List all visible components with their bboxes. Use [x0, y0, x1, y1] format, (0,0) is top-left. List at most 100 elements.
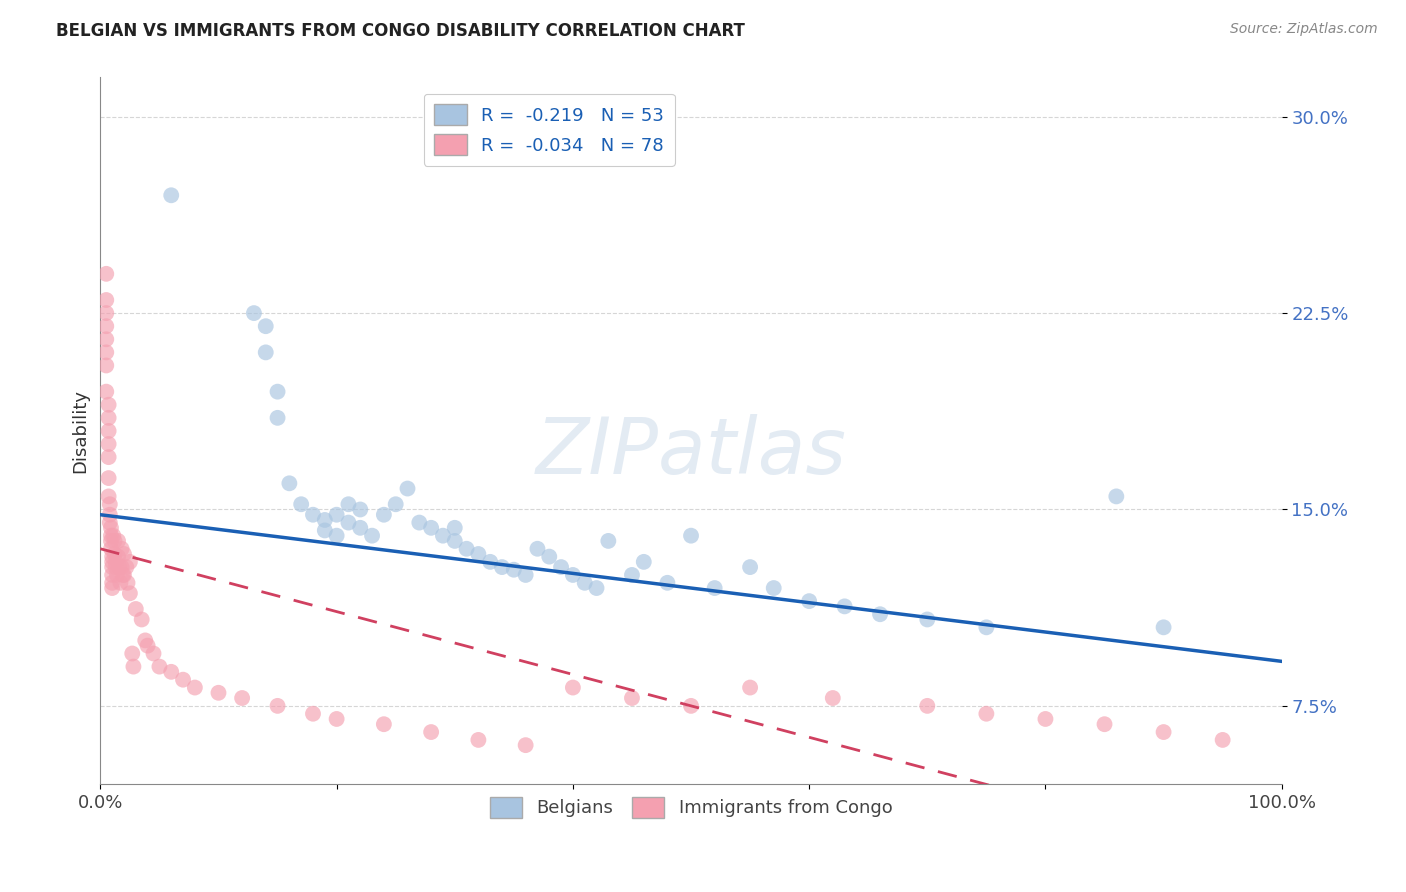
- Point: [443, 521, 465, 535]
- Point: [337, 516, 360, 530]
- Point: [115, 560, 138, 574]
- Point: [620, 568, 643, 582]
- Point: [96, 332, 118, 346]
- Point: [110, 575, 132, 590]
- Point: [97, 489, 120, 503]
- Point: [917, 698, 939, 713]
- Point: [231, 691, 253, 706]
- Point: [105, 568, 128, 582]
- Y-axis label: Disability: Disability: [72, 389, 89, 473]
- Point: [207, 686, 229, 700]
- Point: [254, 345, 277, 359]
- Point: [104, 555, 127, 569]
- Point: [97, 424, 120, 438]
- Point: [314, 513, 336, 527]
- Point: [172, 673, 194, 687]
- Point: [456, 541, 478, 556]
- Point: [337, 497, 360, 511]
- Point: [98, 516, 121, 530]
- Point: [1094, 717, 1116, 731]
- Point: [432, 529, 454, 543]
- Point: [97, 471, 120, 485]
- Point: [373, 508, 395, 522]
- Point: [1212, 733, 1234, 747]
- Point: [112, 568, 135, 582]
- Point: [96, 306, 118, 320]
- Point: [121, 647, 143, 661]
- Legend: Belgians, Immigrants from Congo: Belgians, Immigrants from Congo: [482, 789, 900, 825]
- Point: [110, 541, 132, 556]
- Point: [574, 575, 596, 590]
- Point: [101, 555, 124, 569]
- Point: [104, 560, 127, 574]
- Point: [125, 602, 148, 616]
- Point: [107, 533, 129, 548]
- Point: [443, 533, 465, 548]
- Text: Source: ZipAtlas.com: Source: ZipAtlas.com: [1230, 22, 1378, 37]
- Point: [976, 706, 998, 721]
- Point: [254, 319, 277, 334]
- Point: [834, 599, 856, 614]
- Point: [491, 560, 513, 574]
- Point: [160, 665, 183, 679]
- Point: [108, 560, 131, 574]
- Point: [266, 698, 288, 713]
- Point: [302, 706, 325, 721]
- Point: [598, 533, 620, 548]
- Point: [278, 476, 301, 491]
- Point: [160, 188, 183, 202]
- Point: [97, 437, 120, 451]
- Point: [585, 581, 607, 595]
- Point: [96, 359, 118, 373]
- Point: [1035, 712, 1057, 726]
- Point: [134, 633, 156, 648]
- Point: [550, 560, 572, 574]
- Point: [118, 555, 141, 569]
- Point: [869, 607, 891, 622]
- Point: [118, 586, 141, 600]
- Point: [325, 529, 347, 543]
- Point: [101, 560, 124, 574]
- Point: [111, 568, 134, 582]
- Point: [101, 575, 124, 590]
- Point: [101, 568, 124, 582]
- Point: [526, 541, 548, 556]
- Point: [740, 560, 762, 574]
- Point: [184, 681, 207, 695]
- Point: [620, 691, 643, 706]
- Point: [420, 725, 443, 739]
- Point: [96, 267, 118, 281]
- Point: [100, 533, 122, 548]
- Point: [349, 502, 371, 516]
- Text: ZIPatlas: ZIPatlas: [536, 414, 846, 490]
- Point: [103, 547, 125, 561]
- Point: [821, 691, 844, 706]
- Point: [325, 508, 347, 522]
- Point: [467, 547, 489, 561]
- Point: [96, 319, 118, 334]
- Point: [703, 581, 725, 595]
- Point: [103, 529, 125, 543]
- Point: [96, 345, 118, 359]
- Point: [325, 712, 347, 726]
- Point: [290, 497, 312, 511]
- Point: [740, 681, 762, 695]
- Point: [148, 659, 170, 673]
- Point: [107, 549, 129, 564]
- Point: [96, 293, 118, 307]
- Point: [100, 541, 122, 556]
- Point: [98, 497, 121, 511]
- Point: [112, 547, 135, 561]
- Point: [97, 450, 120, 464]
- Point: [243, 306, 266, 320]
- Point: [349, 521, 371, 535]
- Point: [515, 568, 537, 582]
- Point: [97, 398, 120, 412]
- Point: [515, 738, 537, 752]
- Point: [479, 555, 502, 569]
- Point: [117, 575, 139, 590]
- Point: [408, 516, 430, 530]
- Point: [361, 529, 384, 543]
- Point: [98, 508, 121, 522]
- Point: [103, 533, 125, 548]
